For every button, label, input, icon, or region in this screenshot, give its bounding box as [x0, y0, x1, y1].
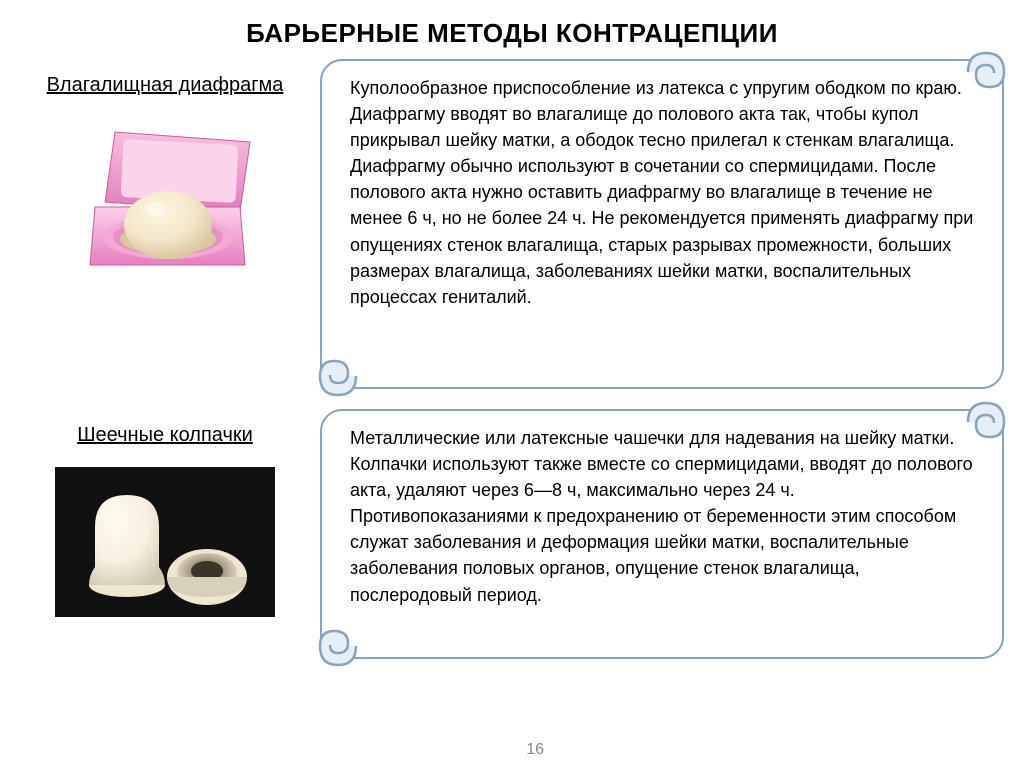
caps-text: Металлические или латексные чашечки для … [320, 409, 1004, 659]
page-title: БАРЬЕРНЫЕ МЕТОДЫ КОНТРАЦЕПЦИИ [0, 0, 1024, 59]
scroll-curl-icon [960, 397, 1010, 447]
scroll-curl-icon [314, 351, 364, 401]
scroll-curl-icon [314, 621, 364, 671]
left-column: Влагалищная диафрагма [20, 59, 310, 287]
diaphragm-illustration [60, 117, 270, 287]
diaphragm-label: Влагалищная диафрагма [47, 74, 284, 97]
section-diaphragm: Влагалищная диафрагма [0, 59, 1024, 389]
caps-illustration [55, 467, 275, 617]
page-number: 16 [526, 741, 544, 759]
scroll-curl-icon [960, 47, 1010, 97]
diaphragm-scroll: Куполообразное приспособление из латекса… [320, 59, 1004, 389]
caps-scroll: Металлические или латексные чашечки для … [320, 409, 1004, 659]
left-column: Шеечные колпачки [20, 409, 310, 617]
section-caps: Шеечные колпачки [0, 409, 1024, 659]
caps-label: Шеечные колпачки [77, 424, 253, 447]
diaphragm-text: Куполообразное приспособление из латекса… [320, 59, 1004, 389]
